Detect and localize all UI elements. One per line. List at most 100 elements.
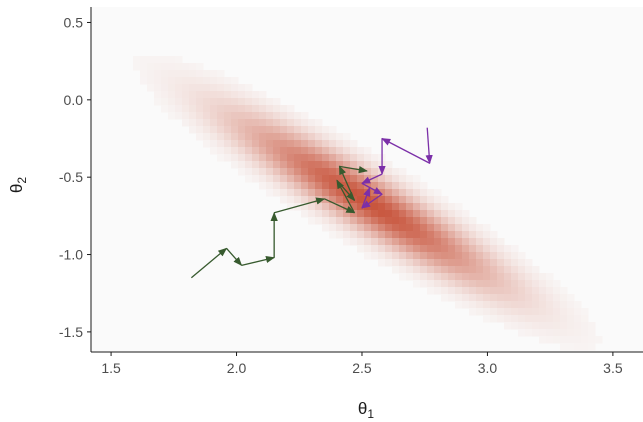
- density-cell: [385, 189, 393, 197]
- density-cell: [567, 322, 575, 330]
- density-cell: [539, 322, 547, 330]
- density-cell: [350, 168, 358, 176]
- density-cell: [518, 308, 526, 316]
- density-cell: [525, 294, 533, 302]
- density-cell: [259, 126, 267, 134]
- density-cell: [168, 63, 176, 71]
- density-cell: [371, 238, 379, 246]
- density-cell: [329, 217, 337, 225]
- path-step-arrow: [338, 165, 356, 201]
- density-cell: [511, 280, 519, 288]
- density-cell: [497, 266, 505, 274]
- density-cell: [406, 238, 414, 246]
- density-cell: [462, 252, 470, 260]
- y-tick-label: -0.5: [59, 169, 83, 185]
- density-cell: [560, 329, 568, 337]
- density-cell: [280, 112, 288, 120]
- density-cell: [217, 77, 225, 85]
- density-cell: [238, 133, 246, 141]
- density-cell: [448, 280, 456, 288]
- density-cell: [525, 287, 533, 295]
- density-cell: [539, 315, 547, 323]
- density-cell: [413, 273, 421, 281]
- density-cell: [266, 147, 274, 155]
- density-cell: [329, 154, 337, 162]
- density-cell: [203, 112, 211, 120]
- density-cell: [196, 112, 204, 120]
- density-cell: [413, 203, 421, 211]
- density-cell: [553, 287, 561, 295]
- density-cell: [532, 301, 540, 309]
- density-cell: [462, 210, 470, 218]
- density-cell: [350, 224, 358, 232]
- density-cell: [406, 266, 414, 274]
- density-cell: [518, 266, 526, 274]
- density-cell: [497, 294, 505, 302]
- density-cell: [399, 203, 407, 211]
- density-cell: [427, 252, 435, 260]
- density-cell: [329, 140, 337, 148]
- density-cell: [294, 196, 302, 204]
- density-cell: [518, 273, 526, 281]
- density-cell: [497, 245, 505, 253]
- density-cell: [210, 112, 218, 120]
- density-cell: [161, 84, 169, 92]
- density-cell: [294, 154, 302, 162]
- density-cell: [469, 231, 477, 239]
- density-cell: [350, 161, 358, 169]
- density-cell: [343, 147, 351, 155]
- density-cell: [567, 308, 575, 316]
- density-cell: [553, 294, 561, 302]
- density-cell: [518, 322, 526, 330]
- x-tick-label: 3.5: [603, 360, 623, 376]
- density-cell: [364, 245, 372, 253]
- density-cell: [518, 329, 526, 337]
- density-cell: [322, 210, 330, 218]
- density-cell: [357, 154, 365, 162]
- density-cell: [364, 252, 372, 260]
- density-cell: [245, 105, 253, 113]
- density-cell: [588, 343, 596, 351]
- density-cell: [336, 196, 344, 204]
- density-cell: [378, 238, 386, 246]
- density-cell: [273, 98, 281, 106]
- density-cell: [343, 182, 351, 190]
- density-cell: [322, 126, 330, 134]
- density-cell: [546, 294, 554, 302]
- density-cell: [546, 280, 554, 288]
- density-cell: [469, 294, 477, 302]
- density-cell: [483, 259, 491, 267]
- density-cell: [266, 126, 274, 134]
- density-cell: [189, 77, 197, 85]
- density-cell: [420, 196, 428, 204]
- density-cell: [399, 224, 407, 232]
- density-cell: [511, 301, 519, 309]
- density-cell: [252, 126, 260, 134]
- density-cell: [399, 238, 407, 246]
- density-cell: [462, 238, 470, 246]
- density-cell: [315, 217, 323, 225]
- density-cell: [413, 224, 421, 232]
- density-cell: [483, 294, 491, 302]
- density-cell: [385, 252, 393, 260]
- density-cell: [322, 175, 330, 183]
- density-cell: [196, 91, 204, 99]
- density-cell: [441, 266, 449, 274]
- path-step-arrow: [324, 198, 356, 214]
- density-cell: [238, 119, 246, 127]
- density-cell: [469, 273, 477, 281]
- density-cell: [357, 217, 365, 225]
- density-cell: [287, 189, 295, 197]
- density-cell: [224, 126, 232, 134]
- density-cell: [511, 294, 519, 302]
- density-cell: [147, 63, 155, 71]
- density-cell: [168, 70, 176, 78]
- density-cell: [483, 231, 491, 239]
- path-step-arrow: [336, 179, 356, 202]
- path-step-arrow: [361, 187, 371, 209]
- density-cell: [343, 175, 351, 183]
- density-cell: [196, 84, 204, 92]
- density-cell: [301, 203, 309, 211]
- density-cell: [357, 224, 365, 232]
- density-cell: [371, 217, 379, 225]
